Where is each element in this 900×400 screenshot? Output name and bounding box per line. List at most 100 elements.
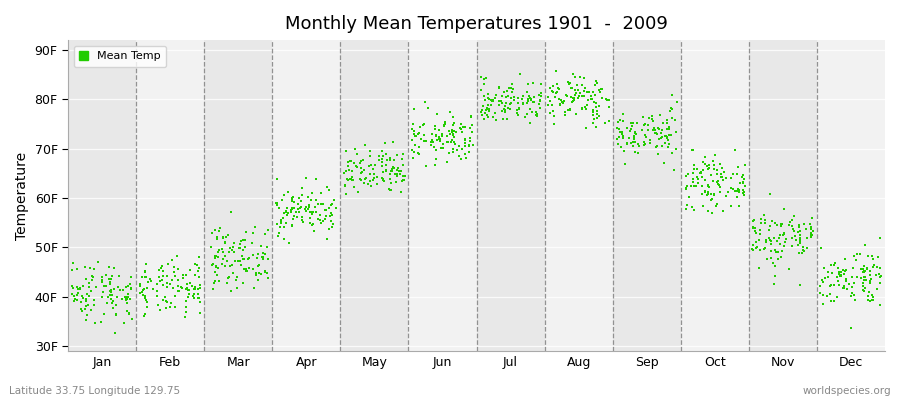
- Point: [477, 116, 491, 122]
- Point: [685, 147, 699, 154]
- Point: [163, 304, 177, 310]
- Point: [210, 234, 224, 240]
- Point: [815, 301, 830, 308]
- Point: [778, 236, 793, 242]
- Point: [705, 195, 719, 202]
- Point: [442, 128, 456, 134]
- Point: [777, 231, 791, 238]
- Point: [290, 214, 304, 220]
- Point: [156, 268, 170, 274]
- Y-axis label: Temperature: Temperature: [15, 152, 29, 240]
- Point: [738, 161, 752, 168]
- Point: [385, 166, 400, 172]
- Bar: [68, 40, 136, 351]
- Point: [279, 207, 293, 214]
- Point: [736, 179, 751, 185]
- Point: [563, 106, 578, 112]
- Point: [572, 95, 586, 102]
- Point: [865, 292, 879, 298]
- Point: [328, 205, 343, 211]
- Point: [612, 126, 626, 132]
- Point: [592, 113, 607, 119]
- Point: [815, 292, 830, 298]
- Point: [873, 274, 887, 280]
- Point: [482, 102, 496, 108]
- Point: [273, 224, 287, 230]
- Point: [712, 160, 726, 167]
- Point: [650, 143, 664, 150]
- Point: [294, 185, 309, 192]
- Point: [862, 298, 877, 304]
- Point: [767, 235, 781, 241]
- Point: [270, 202, 284, 209]
- Point: [176, 275, 190, 281]
- Point: [625, 123, 639, 130]
- Point: [407, 128, 421, 134]
- Point: [591, 102, 606, 109]
- Point: [322, 187, 337, 193]
- Point: [624, 126, 638, 132]
- Point: [221, 232, 236, 238]
- Point: [97, 283, 112, 290]
- Point: [236, 256, 250, 262]
- Point: [122, 310, 136, 316]
- Point: [174, 284, 188, 290]
- Point: [358, 142, 373, 148]
- Point: [553, 96, 567, 102]
- Point: [503, 101, 517, 108]
- Point: [294, 191, 309, 198]
- Point: [102, 276, 116, 282]
- Point: [770, 238, 784, 244]
- Point: [155, 276, 169, 283]
- Point: [357, 176, 372, 182]
- Point: [532, 101, 546, 107]
- Point: [804, 231, 818, 238]
- Point: [160, 280, 175, 286]
- Point: [166, 268, 181, 275]
- Point: [637, 139, 652, 145]
- Point: [141, 279, 156, 285]
- Point: [74, 299, 88, 305]
- Point: [670, 99, 684, 105]
- Point: [724, 174, 738, 181]
- Point: [746, 242, 760, 248]
- Point: [424, 139, 438, 145]
- Point: [193, 309, 207, 316]
- Point: [454, 129, 469, 136]
- Point: [858, 268, 872, 274]
- Point: [748, 228, 762, 234]
- Point: [120, 295, 134, 301]
- Point: [758, 219, 772, 226]
- Point: [700, 191, 715, 198]
- Point: [305, 221, 320, 228]
- Point: [226, 270, 240, 276]
- Point: [138, 269, 152, 275]
- Point: [567, 92, 581, 98]
- Point: [773, 254, 788, 260]
- Point: [474, 87, 489, 93]
- Point: [412, 151, 427, 158]
- Point: [302, 202, 316, 208]
- Point: [575, 82, 590, 88]
- Point: [374, 156, 389, 162]
- Point: [589, 103, 603, 110]
- Point: [346, 184, 361, 190]
- Point: [622, 135, 636, 142]
- Point: [486, 114, 500, 120]
- Point: [310, 176, 324, 182]
- Point: [222, 245, 237, 252]
- Point: [661, 116, 675, 123]
- Point: [804, 230, 818, 236]
- Point: [185, 293, 200, 299]
- Point: [182, 287, 196, 294]
- Point: [301, 206, 315, 212]
- Point: [858, 274, 872, 280]
- Point: [432, 127, 446, 134]
- Point: [711, 180, 725, 187]
- Point: [712, 182, 726, 188]
- Point: [167, 272, 182, 279]
- Point: [698, 177, 712, 183]
- Point: [763, 191, 778, 197]
- Point: [261, 227, 275, 234]
- Point: [193, 282, 207, 288]
